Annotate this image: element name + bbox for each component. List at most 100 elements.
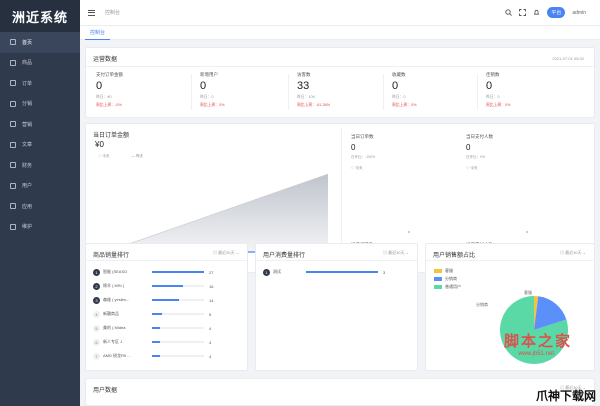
user-name[interactable]: admin bbox=[572, 9, 586, 16]
pie-slice-2[interactable] bbox=[500, 296, 568, 364]
sidebar-item-users[interactable]: 用户 bbox=[0, 176, 80, 197]
sidebar-item-label: 维护 bbox=[22, 224, 33, 231]
rank-row[interactable]: 1 智能 (SEASO 27 bbox=[93, 267, 243, 277]
legend-today[interactable]: ◇ 今天 bbox=[98, 154, 110, 158]
period-select[interactable]: ▤ 最近30天 ⌄ bbox=[559, 385, 586, 390]
sidebar-item-maintenance[interactable]: 维护 bbox=[0, 217, 80, 238]
share-icon bbox=[10, 100, 16, 107]
search-icon[interactable] bbox=[505, 9, 513, 16]
stat-yesterday: 昨日：0 bbox=[486, 95, 500, 99]
sidebar-item-label: 营销 bbox=[22, 121, 33, 128]
rank-row[interactable]: 1 测试 3 bbox=[263, 267, 413, 277]
legend-yesterday[interactable]: — 昨天 bbox=[131, 154, 143, 158]
mini-label: 当日支付人数 bbox=[466, 134, 493, 139]
rank-badge: 5 bbox=[93, 324, 100, 332]
product-rank-title: 商品销量排行 bbox=[93, 253, 130, 259]
rank-value: 27 bbox=[209, 269, 214, 275]
mini-value: 0 bbox=[351, 143, 356, 152]
breadcrumb[interactable]: 控制台 bbox=[105, 10, 121, 16]
legend-swatch bbox=[434, 277, 442, 281]
rank-badge: 1 bbox=[263, 268, 270, 276]
mini-today-payers: 当日支付人数 0 日环比：0% ◇ 今天 bbox=[466, 134, 493, 171]
watermark-logo: 脚本之家 bbox=[503, 332, 572, 350]
pie-legend-item[interactable]: 客服 bbox=[434, 268, 453, 274]
rank-row[interactable]: 2 绵羊 ( MSI ) 16 bbox=[93, 281, 243, 291]
rank-row[interactable]: 7 AMD 锐龙R5 ... 4 bbox=[93, 351, 243, 361]
dot bbox=[526, 231, 528, 233]
sidebar-item-finance[interactable]: 财务 bbox=[0, 155, 80, 176]
sidebar-item-label: 首页 bbox=[22, 39, 33, 46]
rank-value: 4 bbox=[209, 339, 212, 345]
divider bbox=[288, 74, 289, 110]
period-select[interactable]: ▤ 最近30天 ⌄ bbox=[382, 250, 409, 255]
rank-fill bbox=[152, 313, 162, 315]
settings-icon bbox=[10, 223, 16, 230]
stat-value: 0 bbox=[392, 80, 399, 92]
rank-name: 新人专区 J bbox=[103, 339, 123, 344]
sidebar-item-products[interactable]: 商品 bbox=[0, 53, 80, 74]
rank-fill bbox=[152, 285, 183, 287]
rank-fill bbox=[152, 299, 179, 301]
stat-wow: 周比上周：-0% bbox=[96, 103, 122, 107]
tab-dashboard[interactable]: 控制台 bbox=[85, 26, 111, 40]
pie-slice-1[interactable] bbox=[534, 296, 567, 330]
mini-sub: 日环比：0% bbox=[466, 155, 486, 159]
stat-visitors: 访客数 33 昨日：106 周比上周：-81.36% bbox=[297, 72, 393, 114]
home-icon bbox=[10, 39, 16, 46]
top-header: 控制台 平台 admin bbox=[80, 0, 600, 26]
rank-fill bbox=[306, 271, 378, 273]
rank-row[interactable]: 4 新疆商品 5 bbox=[93, 309, 243, 319]
stat-label: 支付订单金额 bbox=[96, 72, 123, 77]
stat-yesterday: 昨日：0 bbox=[200, 95, 214, 99]
document-icon bbox=[10, 141, 16, 148]
divider bbox=[477, 74, 478, 110]
rank-bar bbox=[152, 271, 204, 273]
pie-legend-item[interactable]: 分销商 bbox=[434, 276, 457, 282]
sidebar-item-apps[interactable]: 应用 bbox=[0, 196, 80, 217]
user-data-title: 用户数据 bbox=[93, 388, 118, 394]
mini-sub: 日环比：-100% bbox=[351, 155, 376, 159]
rank-row[interactable]: 6 新人专区 J 4 bbox=[93, 337, 243, 347]
sidebar-item-label: 订单 bbox=[22, 80, 33, 87]
wallet-icon bbox=[10, 162, 16, 169]
rank-row[interactable]: 5 美的 ( Midea 4 bbox=[93, 323, 243, 333]
pie-slice-0[interactable] bbox=[534, 296, 539, 330]
period-select[interactable]: ▤ 最近30天 ⌄ bbox=[559, 250, 586, 255]
stat-label: 新增用户 bbox=[200, 72, 218, 77]
ops-title: 运营数据 bbox=[93, 57, 118, 63]
rank-badge: 6 bbox=[93, 338, 100, 346]
stat-new-users: 新增用户 0 昨日：0 周比上周：0% bbox=[200, 72, 296, 114]
rank-name: 森维 ( yeslim... bbox=[103, 297, 130, 302]
watermark-url: www.jb51.net bbox=[518, 351, 554, 357]
sidebar-item-articles[interactable]: 文章 bbox=[0, 135, 80, 156]
pie-label-distributor: 分销商 bbox=[476, 301, 488, 307]
divider bbox=[191, 74, 192, 110]
stat-wow: 周比上周：0% bbox=[392, 103, 417, 107]
rank-value: 3 bbox=[383, 269, 386, 275]
period-select[interactable]: ▤ 最近30天 ⌄ bbox=[212, 250, 239, 255]
fullscreen-icon[interactable] bbox=[519, 9, 527, 16]
rank-fill bbox=[152, 341, 160, 343]
sidebar-item-home[interactable]: 首页 bbox=[0, 32, 80, 53]
mini-today-orders: 当日订单数 0 日环比：-100% ◇ 今天 bbox=[351, 134, 375, 171]
rank-row[interactable]: 3 森维 ( yeslim... 14 bbox=[93, 295, 243, 305]
sidebar-item-distribution[interactable]: 分销 bbox=[0, 94, 80, 115]
today-orders-title: 当日订单金额 bbox=[93, 133, 130, 139]
rank-bar bbox=[152, 285, 204, 287]
rank-value: 4 bbox=[209, 325, 212, 331]
sidebar-item-orders[interactable]: 订单 bbox=[0, 73, 80, 94]
rank-name: 测试 bbox=[273, 269, 281, 274]
box-icon bbox=[10, 59, 16, 66]
sidebar-item-marketing[interactable]: 营销 bbox=[0, 114, 80, 135]
divider bbox=[341, 128, 342, 268]
chart-legend: ◇ 今天 — 昨天 bbox=[98, 154, 143, 159]
rank-badge: 4 bbox=[93, 310, 100, 318]
mini-label: 当日订单数 bbox=[351, 134, 374, 139]
menu-toggle-icon[interactable] bbox=[88, 9, 95, 16]
tab-bar: 控制台 bbox=[80, 26, 600, 40]
ops-header bbox=[86, 48, 594, 67]
pie-legend-item[interactable]: 普通用户 bbox=[434, 284, 461, 290]
avatar[interactable]: 平台 bbox=[547, 7, 566, 18]
bell-icon[interactable] bbox=[533, 9, 540, 16]
main-content: 运营数据 2021-07-01 05:32 支付订单金额 0 昨日：¥0 周比上… bbox=[80, 40, 600, 406]
